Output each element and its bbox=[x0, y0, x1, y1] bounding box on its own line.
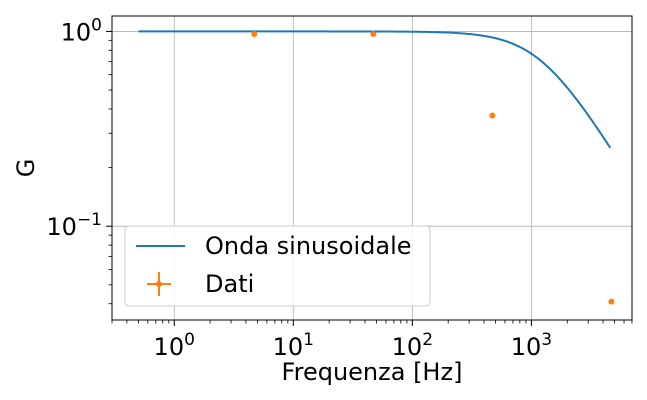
axis-ticks: 100 101 102 103 100 10−1 bbox=[46, 15, 633, 361]
legend-label: Dati bbox=[205, 270, 254, 298]
legend-marker-icon bbox=[156, 281, 162, 287]
data-point bbox=[489, 112, 496, 119]
y-axis-label: G bbox=[12, 159, 40, 178]
data-point bbox=[608, 298, 615, 305]
series-line-onda-sinusoidale bbox=[138, 30, 612, 149]
data-point bbox=[370, 31, 377, 38]
y-tick-label: 100 bbox=[61, 15, 102, 46]
data-point bbox=[251, 31, 258, 38]
x-tick-label: 101 bbox=[273, 330, 314, 361]
legend-label: Onda sinusoidale bbox=[205, 232, 412, 260]
x-tick-label: 103 bbox=[511, 330, 552, 361]
legend-box bbox=[124, 225, 431, 307]
x-tick-label: 100 bbox=[154, 330, 195, 361]
legend: Onda sinusoidale Dati bbox=[124, 225, 431, 307]
x-tick-label: 102 bbox=[392, 330, 433, 361]
x-axis-label: Frequenza [Hz] bbox=[282, 358, 463, 386]
series-layer bbox=[138, 30, 615, 305]
y-tick-label: 10−1 bbox=[46, 210, 102, 241]
plot-frame bbox=[111, 15, 633, 321]
